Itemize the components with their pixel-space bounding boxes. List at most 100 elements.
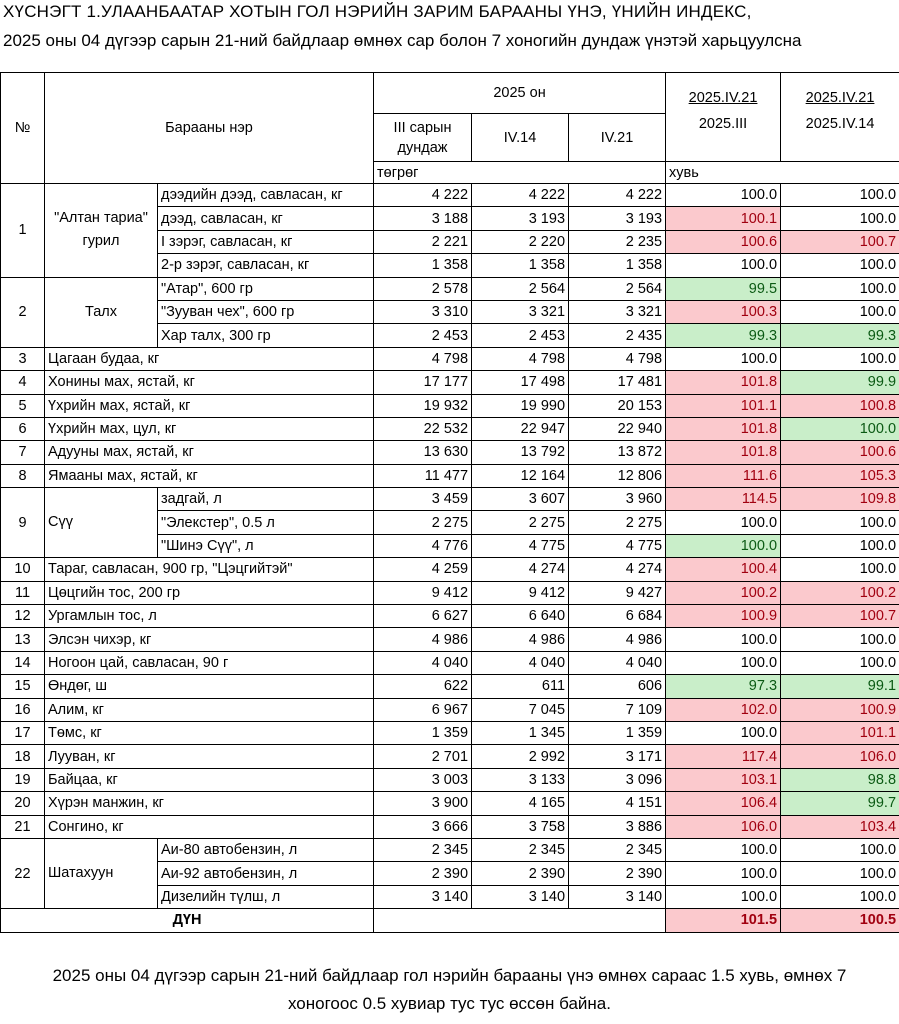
price-iv14: 4 274 <box>471 557 570 582</box>
index-vs-week: 98.8 <box>780 767 899 793</box>
index-vs-march: 106.0 <box>665 814 782 839</box>
col-header-index2-top: 2025.IV.21 <box>780 72 899 114</box>
table-row: 20 Хүрэн манжин, кг 3 900 4 165 4 151 106.4 99… <box>0 791 899 816</box>
price-march-avg: 3 900 <box>373 791 473 816</box>
row-number: 15 <box>0 674 45 699</box>
price-iv14: 2 345 <box>471 837 570 863</box>
row-number: 17 <box>0 720 45 746</box>
price-iv14: 19 990 <box>471 393 570 418</box>
price-iv14: 3 758 <box>471 814 570 839</box>
price-march-avg: 2 345 <box>373 837 473 863</box>
item-name: дээд, савласан, кг <box>156 206 375 231</box>
item-name: Хүрэн манжин, кг <box>43 791 375 816</box>
item-name: Өндөг, ш <box>43 674 375 699</box>
price-march-avg: 4 798 <box>373 346 473 372</box>
group-name: Сүү <box>44 487 158 559</box>
index-vs-march: 100.0 <box>665 884 782 910</box>
price-iv14: 1 345 <box>471 720 570 746</box>
price-iv14: 2 564 <box>471 276 570 301</box>
row-number: 10 <box>0 557 45 582</box>
col-header-index1-top: 2025.IV.21 <box>665 72 782 114</box>
price-iv14: 4 798 <box>471 346 570 372</box>
index-vs-week: 100.0 <box>780 861 899 886</box>
price-iv21: 22 940 <box>568 416 667 442</box>
price-march-avg: 2 453 <box>373 323 473 348</box>
index-vs-march: 100.0 <box>665 253 782 278</box>
index-vs-march: 100.0 <box>665 861 782 886</box>
item-name: Сонгино, кг <box>43 814 375 839</box>
table-row: 10 Тараг, савласан, 900 гр, "Цэцгийтэй" 4 … <box>0 557 899 582</box>
index-vs-week: 100.0 <box>780 253 899 278</box>
index-vs-week: 100.0 <box>780 416 899 442</box>
summary-note: 2025 оны 04 дүгээр сарын 21-ний байдлаар… <box>0 962 899 1018</box>
index-vs-week: 100.7 <box>780 604 899 629</box>
price-march-avg: 2 578 <box>373 276 473 301</box>
col-header-iv14: IV.14 <box>471 113 570 162</box>
price-iv14: 3 133 <box>471 767 570 793</box>
table-title: ХҮСНЭГТ 1.УЛААНБААТАР ХОТЫН ГОЛ НЭРИЙН З… <box>3 2 752 21</box>
table-row: 1 "Алтан тариа" гурил дээдийн дээд, савлас… <box>0 182 899 278</box>
price-march-avg: 4 222 <box>373 182 473 208</box>
index-vs-week: 100.0 <box>780 182 899 208</box>
index-vs-march: 100.4 <box>665 557 782 582</box>
unit-tugrug: төгрөг <box>373 161 667 184</box>
index-vs-week: 100.0 <box>780 533 899 559</box>
index-vs-week: 100.8 <box>780 393 899 418</box>
total-index-vs-march: 101.5 <box>665 908 782 933</box>
item-name: Адууны мах, ястай, кг <box>43 440 375 465</box>
row-number: 22 <box>0 837 45 910</box>
index-vs-march: 117.4 <box>665 744 782 769</box>
index-vs-week: 100.0 <box>780 346 899 372</box>
total-row: ДҮН 101.5 100.5 <box>0 908 899 933</box>
index-vs-march: 100.0 <box>665 346 782 372</box>
table-row: 21 Сонгино, кг 3 666 3 758 3 886 106.0 103.4 <box>0 814 899 839</box>
table-row: 8 Ямааны мах, ястай, кг 11 477 12 164 12 806… <box>0 463 899 489</box>
row-number: 2 <box>0 276 45 348</box>
index-vs-week: 105.3 <box>780 463 899 489</box>
item-name: Аи-80 автобензин, л <box>156 837 375 863</box>
item-name: 2-р зэрэг, савласан, кг <box>156 253 375 278</box>
price-iv21: 1 359 <box>568 720 667 746</box>
price-iv21: 7 109 <box>568 697 667 722</box>
price-iv14: 7 045 <box>471 697 570 722</box>
price-march-avg: 622 <box>373 674 473 699</box>
index-vs-week: 100.7 <box>780 229 899 255</box>
table-row: 2-р зэрэг, савласан, кг 1 358 1 358 1 358 10… <box>1 253 899 278</box>
item-name: Хонины мах, ястай, кг <box>43 370 375 395</box>
index-vs-march: 101.8 <box>665 416 782 442</box>
index-vs-march: 111.6 <box>665 463 782 489</box>
index-vs-week: 106.0 <box>780 744 899 769</box>
price-iv21: 3 960 <box>568 487 667 512</box>
price-iv21: 4 986 <box>568 627 667 652</box>
item-name: Хар талх, 300 гр <box>156 323 375 348</box>
index-vs-week: 100.0 <box>780 557 899 582</box>
price-march-avg: 3 459 <box>373 487 473 512</box>
table-row: "Зууван чех", 600 гр 3 310 3 321 3 321 100.3… <box>1 299 899 325</box>
item-name: Дизелийн түлш, л <box>156 884 375 910</box>
col-header-no: № <box>0 72 45 184</box>
index-vs-week: 99.9 <box>780 370 899 395</box>
index-vs-march: 99.5 <box>665 276 782 301</box>
table-row: дээд, савласан, кг 3 188 3 193 3 193 100.1 10… <box>1 206 899 231</box>
table-row: 7 Адууны мах, ястай, кг 13 630 13 792 13 872… <box>0 440 899 465</box>
price-iv21: 4 040 <box>568 650 667 676</box>
price-march-avg: 3 188 <box>373 206 473 231</box>
price-iv21: 4 775 <box>568 533 667 559</box>
index-vs-week: 100.0 <box>780 299 899 325</box>
price-iv14: 2 275 <box>471 510 570 535</box>
price-iv14: 3 607 <box>471 487 570 512</box>
item-name: Ногоон цай, савласан, 90 г <box>43 650 375 676</box>
row-number: 16 <box>0 697 45 722</box>
price-march-avg: 9 412 <box>373 580 473 606</box>
price-iv21: 4 222 <box>568 182 667 208</box>
price-march-avg: 2 275 <box>373 510 473 535</box>
price-iv14: 4 222 <box>471 182 570 208</box>
price-march-avg: 4 986 <box>373 627 473 652</box>
row-number: 7 <box>0 440 45 465</box>
price-iv21: 2 235 <box>568 229 667 255</box>
price-iv14: 4 165 <box>471 791 570 816</box>
